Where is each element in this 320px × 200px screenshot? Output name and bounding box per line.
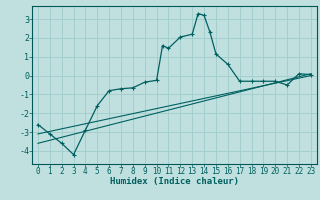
- X-axis label: Humidex (Indice chaleur): Humidex (Indice chaleur): [110, 177, 239, 186]
